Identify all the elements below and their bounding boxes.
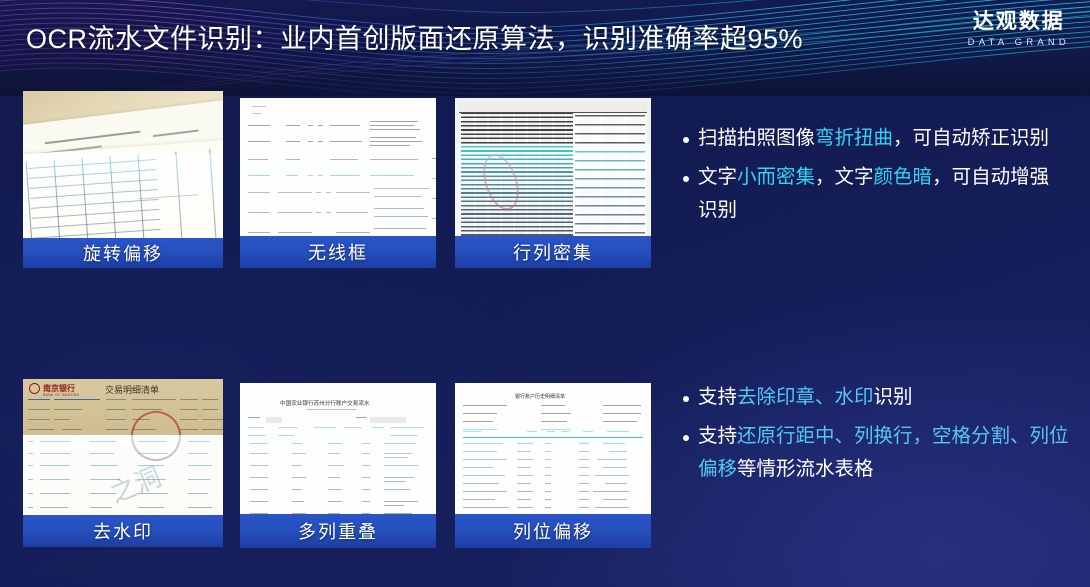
list-item: 文字小而密集，文字颜色暗，可自动增强识别	[683, 161, 1063, 227]
sample-card-multi-column-overlap[interactable]: 中国农业银行苏州分行账户交易流水	[240, 383, 436, 548]
list-item: 扫描拍照图像弯折扭曲，可自动矫正识别	[683, 122, 1063, 155]
sample-card-column-shift[interactable]: 银行账户历史明细清单	[455, 383, 651, 548]
logo-text-en: DATA GRAND	[967, 37, 1070, 49]
feature-list-top: 扫描拍照图像弯折扭曲，可自动矫正识别 文字小而密集，文字颜色暗，可自动增强识别	[683, 122, 1063, 233]
bullet-text-2: 文字小而密集，文字颜色暗，可自动增强识别	[698, 166, 1050, 221]
bullet-text-4: 支持还原行距中、列换行，空格分割、列位偏移等情形流水表格	[698, 425, 1069, 480]
list-item: 支持去除印章、水印识别	[683, 381, 1073, 414]
card-caption-remove-watermark: 去水印	[23, 515, 223, 547]
card-caption-dense-grid: 行列密集	[455, 236, 651, 268]
sample-card-dense-grid[interactable]: 行列密集	[455, 98, 651, 268]
bullet-dot-icon	[683, 396, 689, 402]
sample-card-remove-watermark[interactable]: 南京银行 BANK OF NANJING 交易明细清单	[23, 379, 223, 547]
brand-logo: 达观数据 DATA GRAND	[968, 10, 1070, 48]
card-caption-multi-column-overlap: 多列重叠	[240, 514, 436, 548]
bullet-dot-icon	[683, 137, 689, 143]
card-caption-rotated-offset: 旋转偏移	[23, 238, 223, 268]
card-caption-borderless: 无线框	[240, 236, 436, 268]
doc-title-column-shift: 银行账户历史明细清单	[515, 394, 566, 400]
bank-name-en: BANK OF NANJING	[43, 393, 80, 397]
bullet-dot-icon	[683, 435, 689, 441]
logo-text-cn: 达观数据	[972, 10, 1065, 33]
doc-title-bank-statement: 交易明细清单	[105, 385, 160, 395]
feature-list-bottom: 支持去除印章、水印识别 支持还原行距中、列换行，空格分割、列位偏移等情形流水表格	[683, 381, 1073, 492]
page-title: OCR流水文件识别：业内首创版面还原算法，识别准确率超95%	[26, 24, 804, 54]
card-caption-column-shift: 列位偏移	[455, 514, 651, 548]
bullet-text-3: 支持去除印章、水印识别	[698, 386, 913, 408]
bullet-text-1: 扫描拍照图像弯折扭曲，可自动矫正识别	[698, 127, 1050, 149]
sample-card-borderless[interactable]: 无线框	[240, 98, 436, 268]
doc-title-abc-bank: 中国农业银行苏州分行账户交易流水	[280, 401, 370, 407]
bank-name-cn: 南京银行	[43, 383, 75, 393]
sample-card-rotated-offset[interactable]: 旋转偏移	[23, 91, 223, 268]
list-item: 支持还原行距中、列换行，空格分割、列位偏移等情形流水表格	[683, 420, 1073, 486]
bullet-dot-icon	[683, 176, 689, 182]
